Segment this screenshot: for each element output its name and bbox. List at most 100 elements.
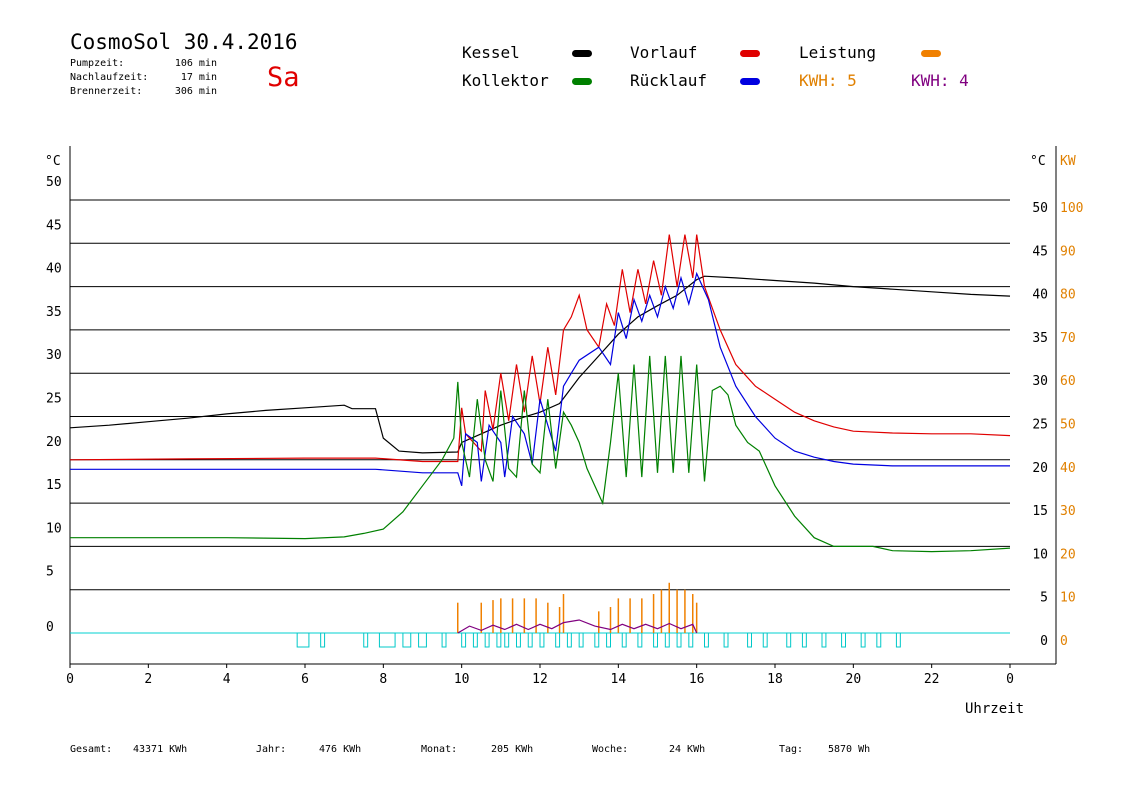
y-tick-label-right: 25 [1032,418,1048,433]
pump-marker [484,632,490,648]
chart-title: CosmoSol 30.4.2016 [70,30,298,54]
pump-marker [637,632,643,648]
y-tick-label-kw: 80 [1060,288,1076,303]
jahr-value: 476 KWh [319,744,362,755]
legend-ruecklauf-label: Rücklauf [630,71,708,90]
series-line-rücklauf [70,271,1010,486]
pump-marker [504,632,510,648]
tag-label: Tag: [779,744,804,755]
x-tick-label: 18 [767,672,783,687]
brennerzeit-value: 306 min [174,86,217,97]
pumpzeit-value: 106 min [174,58,217,69]
y-tick-label-right: 50 [1032,201,1048,216]
y-tick-label-left: 20 [46,435,62,450]
jahr-label: Jahr: [256,744,287,755]
pump-marker [402,632,412,648]
pump-marker [876,632,882,648]
pump-marker [664,632,670,648]
legend-kollektor-label: Kollektor [462,71,549,90]
pump-marker [378,632,396,648]
x-tick-label: 0 [1006,672,1014,687]
pump-marker [801,632,807,648]
pump-marker [621,632,627,648]
nachlaufzeit-value: 17 min [180,72,217,83]
x-tick-label: 16 [689,672,705,687]
y-tick-label-left: 15 [46,478,62,493]
x-tick-label: 20 [846,672,862,687]
woche-label: Woche: [592,744,629,755]
y-tick-label-kw: 30 [1060,504,1076,519]
x-tick-label: 0 [66,672,74,687]
y-tick-label-left: 5 [46,565,54,580]
pump-marker [747,632,752,648]
series-line-vorlauf [69,234,1011,463]
pump-marker [821,632,827,648]
y-tick-label-right: 15 [1032,504,1048,519]
legend-leistung-swatch [921,50,941,57]
pump-marker [320,632,326,648]
y-tick-label-kw: 10 [1060,591,1076,606]
woche-value: 24 KWh [669,744,706,755]
series-line-kessel [69,275,1011,454]
pump-marker [461,632,467,648]
pump-marker [363,632,369,648]
pump-marker [296,632,310,648]
legend-vorlauf-swatch [740,50,760,57]
legend-ruecklauf-swatch [740,78,760,85]
x-tick-label: 4 [223,672,231,687]
legend-kwh1-label: KWH: 5 [799,71,857,90]
y-tick-label-left: 30 [46,348,62,363]
pump-marker [723,632,729,648]
x-tick-label: 12 [532,672,548,687]
x-tick-label: 10 [454,672,470,687]
pump-marker [762,632,768,648]
x-tick-label: 6 [301,672,309,687]
y-tick-label-kw: 70 [1060,331,1076,346]
gesamt-label: Gesamt: [70,744,113,755]
y-tick-label-left: 50 [46,175,62,190]
pump-marker [606,632,611,648]
brennerzeit-label: Brennerzeit: [70,86,143,97]
pump-marker [786,632,792,648]
y-tick-label-right: 30 [1032,374,1048,389]
pump-marker [895,632,901,648]
y-tick-label-right: 45 [1032,244,1048,259]
y-tick-label-right: 20 [1032,461,1048,476]
y-tick-label-right: 0 [1040,634,1048,649]
pump-marker [676,632,682,648]
monat-value: 205 KWh [491,744,534,755]
legend-leistung-label: Leistung [799,43,877,62]
pumpzeit-label: Pumpzeit: [70,58,125,69]
pump-marker [566,632,572,648]
pump-marker [516,632,521,648]
y-tick-label-kw: 40 [1060,461,1076,476]
y-tick-label-left: 0 [46,620,54,635]
pump-marker [441,632,447,648]
weekday-label: Sa [267,62,300,93]
pump-marker [496,632,502,648]
x-tick-label: 2 [144,672,152,687]
pump-marker [539,632,545,648]
y-tick-label-left: 45 [46,218,62,233]
legend-kessel-swatch [572,50,592,57]
legend-kwh2-label: KWH: 4 [911,71,969,90]
y-tick-label-kw: 50 [1060,418,1076,433]
pump-marker [688,632,694,648]
gesamt-value: 43371 KWh [133,744,188,755]
series-line-kollektor [70,355,1011,553]
pump-marker [841,632,846,648]
y-tick-label-right: 5 [1040,591,1048,606]
series-line-leistung2 [457,619,698,634]
pump-marker [594,632,600,648]
y-axis-unit-kw: KW [1060,154,1076,169]
y-tick-label-left: 35 [46,305,62,320]
y-axis-unit-left: °C [45,154,61,169]
y-tick-label-right: 35 [1032,331,1048,346]
x-tick-label: 22 [924,672,940,687]
x-axis-label: Uhrzeit [965,701,1025,717]
legend-vorlauf-label: Vorlauf [630,43,698,62]
pump-marker [418,632,427,648]
y-tick-label-left: 25 [46,392,62,407]
y-tick-label-left: 10 [46,521,62,536]
